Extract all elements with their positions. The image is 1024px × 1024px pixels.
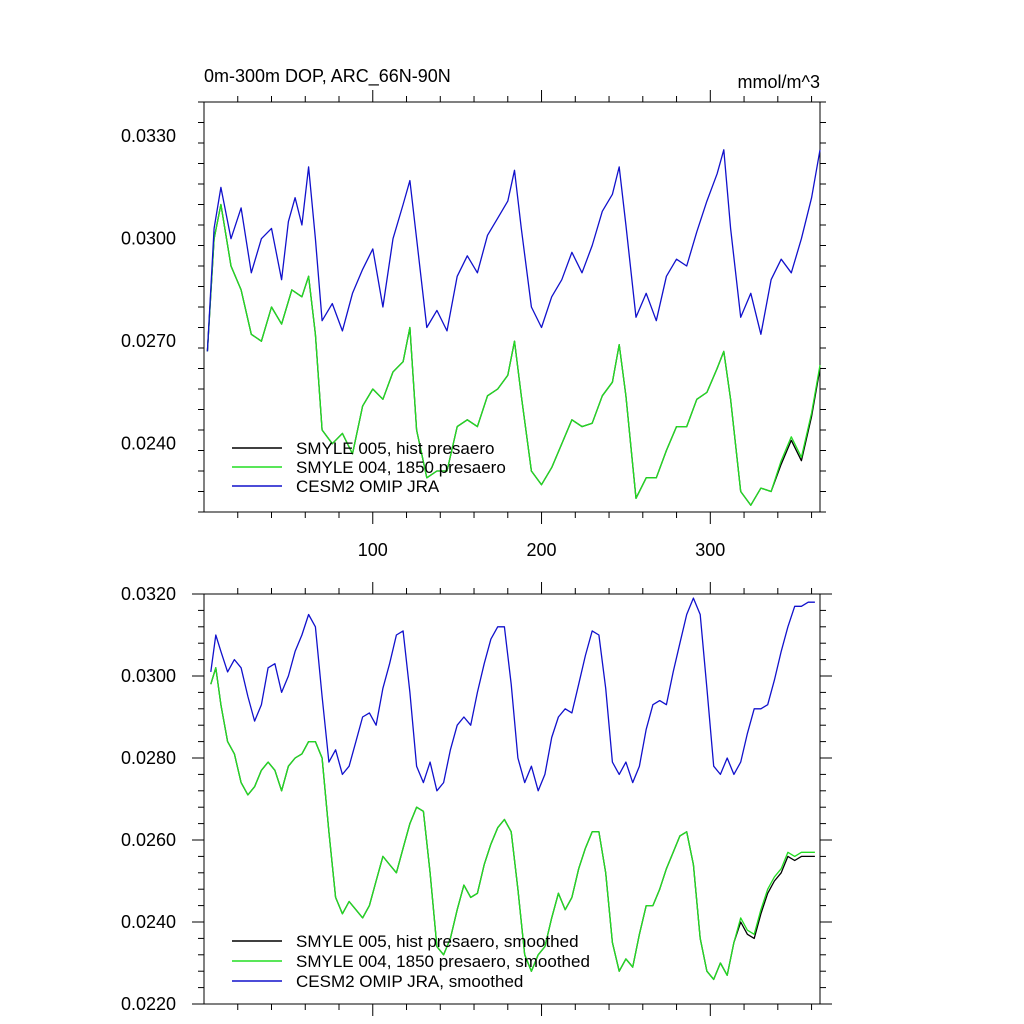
top-x-tick-label: 100 [358, 540, 388, 560]
bottom-legend-label-1: SMYLE 004, 1850 presaero, smoothed [296, 952, 590, 971]
bottom-y-tick-label: 0.0320 [121, 584, 176, 604]
top-tick-labels: 0.0240 0.0270 0.0300 0.0330 100 200 300 [121, 126, 725, 560]
bottom-y-tick-label: 0.0300 [121, 666, 176, 686]
bottom-y-tick-label: 0.0220 [121, 994, 176, 1014]
top-y-tick-label: 0.0300 [121, 229, 176, 249]
top-x-tick-label: 200 [527, 540, 557, 560]
bottom-y-tick-label: 0.0280 [121, 748, 176, 768]
bottom-series-line-2 [210, 597, 815, 792]
bottom-series-line-1 [210, 667, 815, 981]
bottom-legend: SMYLE 005, hist presaero, smoothedSMYLE … [232, 932, 590, 991]
top-series-line-1 [206, 203, 821, 506]
top-series-line-2 [206, 149, 821, 352]
units-label: mmol/m^3 [738, 72, 820, 92]
bottom-ticks [192, 582, 832, 1016]
top-y-tick-label: 0.0240 [121, 434, 176, 454]
chart-title: 0m-300m DOP, ARC_66N-90N [204, 66, 451, 87]
bottom-panel: 0.0220 0.0240 0.0260 0.0280 0.0300 0.0320 SMY… [121, 582, 832, 1016]
bottom-legend-label-2: CESM2 OMIP JRA, smoothed [296, 972, 523, 991]
top-y-tick-label: 0.0330 [121, 126, 176, 146]
top-legend-label-2: CESM2 OMIP JRA [296, 477, 440, 496]
bottom-plot-frame [203, 593, 821, 1005]
top-y-tick-label: 0.0270 [121, 331, 176, 351]
top-legend-label-1: SMYLE 004, 1850 presaero [296, 458, 506, 477]
top-x-tick-label: 300 [695, 540, 725, 560]
bottom-tick-labels: 0.0220 0.0240 0.0260 0.0280 0.0300 0.0320 [121, 584, 176, 1014]
bottom-legend-label-0: SMYLE 005, hist presaero, smoothed [296, 932, 579, 951]
top-legend-label-0: SMYLE 005, hist presaero [296, 439, 494, 458]
top-panel: 0.0240 0.0270 0.0300 0.0330 100 200 300 SMYLE … [121, 90, 826, 560]
bottom-y-tick-label: 0.0240 [121, 912, 176, 932]
top-series [206, 149, 821, 506]
bottom-series [210, 597, 815, 981]
bottom-y-tick-label: 0.0260 [121, 830, 176, 850]
top-ticks [198, 90, 826, 524]
